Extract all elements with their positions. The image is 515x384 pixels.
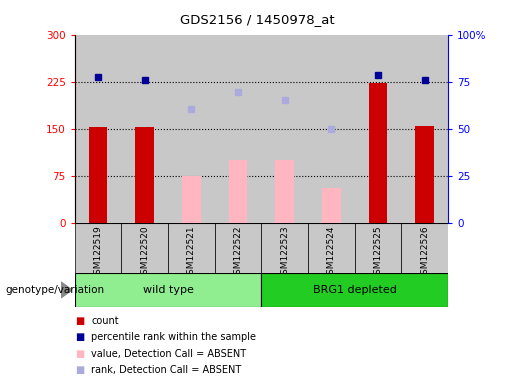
Bar xyxy=(75,35,122,223)
Bar xyxy=(276,160,294,223)
Text: GSM122522: GSM122522 xyxy=(233,225,243,280)
Bar xyxy=(182,176,201,223)
Text: value, Detection Call = ABSENT: value, Detection Call = ABSENT xyxy=(91,349,246,359)
Text: wild type: wild type xyxy=(143,285,194,295)
Text: GSM122526: GSM122526 xyxy=(420,225,429,280)
Bar xyxy=(215,35,261,223)
Bar xyxy=(122,35,168,223)
Text: GSM122523: GSM122523 xyxy=(280,225,289,280)
Bar xyxy=(261,223,308,273)
Text: ■: ■ xyxy=(75,365,84,375)
Bar xyxy=(122,223,168,273)
Bar xyxy=(416,126,434,223)
Bar xyxy=(355,223,401,273)
Text: GSM122524: GSM122524 xyxy=(327,225,336,280)
Text: GDS2156 / 1450978_at: GDS2156 / 1450978_at xyxy=(180,13,335,26)
Text: GSM122520: GSM122520 xyxy=(140,225,149,280)
Bar xyxy=(308,223,355,273)
Text: percentile rank within the sample: percentile rank within the sample xyxy=(91,332,256,342)
Bar xyxy=(168,223,215,273)
Bar xyxy=(322,188,341,223)
Text: rank, Detection Call = ABSENT: rank, Detection Call = ABSENT xyxy=(91,365,242,375)
Bar xyxy=(229,160,247,223)
Text: ■: ■ xyxy=(75,349,84,359)
Polygon shape xyxy=(61,282,72,298)
Text: ■: ■ xyxy=(75,332,84,342)
Text: BRG1 depleted: BRG1 depleted xyxy=(313,285,397,295)
Bar xyxy=(135,127,154,223)
Bar xyxy=(215,223,261,273)
Bar xyxy=(168,35,215,223)
Bar xyxy=(75,273,261,307)
Text: GSM122525: GSM122525 xyxy=(373,225,383,280)
Bar xyxy=(261,273,448,307)
Text: ■: ■ xyxy=(75,316,84,326)
Bar xyxy=(75,223,122,273)
Bar xyxy=(369,83,387,223)
Text: GSM122521: GSM122521 xyxy=(187,225,196,280)
Bar xyxy=(355,35,401,223)
Bar xyxy=(261,35,308,223)
Text: GSM122519: GSM122519 xyxy=(94,225,102,280)
Bar xyxy=(308,35,355,223)
Bar xyxy=(89,127,107,223)
Text: genotype/variation: genotype/variation xyxy=(5,285,104,295)
Bar xyxy=(401,223,448,273)
Text: count: count xyxy=(91,316,119,326)
Bar xyxy=(401,35,448,223)
